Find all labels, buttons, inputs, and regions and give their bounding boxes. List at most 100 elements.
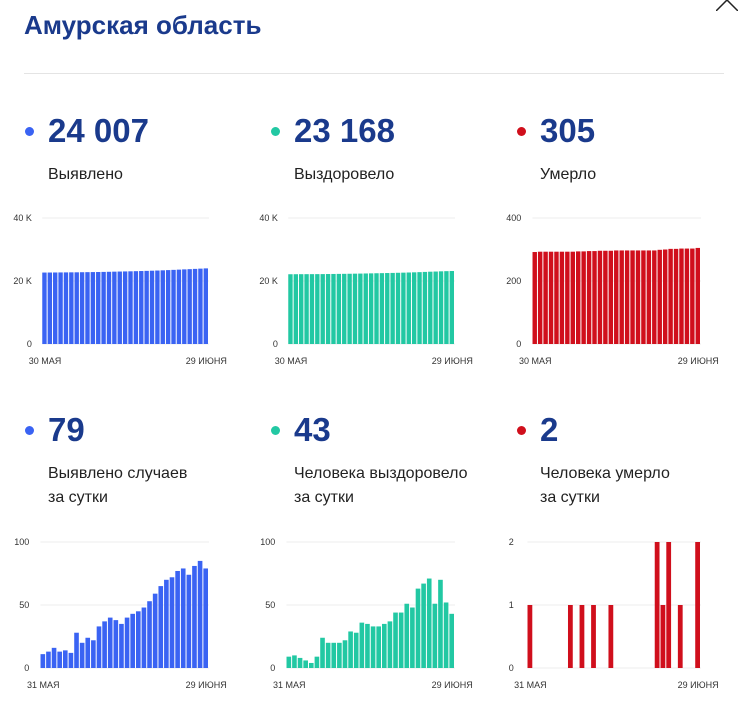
daily-cases-bar bbox=[135, 611, 141, 668]
total-cases-bars[interactable] bbox=[42, 268, 208, 344]
daily-deaths-chart[interactable]: 2 1 031 МАЯ 29 ИЮНЯ bbox=[502, 532, 732, 697]
stat-header: 24 007 bbox=[24, 111, 264, 151]
daily-cases-bar bbox=[57, 651, 62, 668]
daily-recovered-chart[interactable]: 100 50 0 31 МАЯ 29 ИЮНЯ bbox=[256, 532, 486, 697]
daily-recovered-bar bbox=[348, 631, 353, 668]
daily-recovered-bar bbox=[331, 642, 337, 668]
total-cases-bar bbox=[192, 268, 198, 344]
total-deaths-bars[interactable] bbox=[532, 247, 700, 344]
stat-value: 43 bbox=[294, 411, 331, 448]
total-recovered-bar bbox=[315, 274, 320, 344]
daily-deaths-bar bbox=[579, 605, 585, 668]
stat-header: 43 bbox=[270, 410, 510, 450]
stat-value: 79 bbox=[48, 411, 85, 448]
x-axis: 30 МАЯ 29 ИЮНЯ bbox=[275, 356, 473, 366]
total-cases-bar bbox=[182, 269, 187, 344]
stat-total-cases: 24 007 Выявлено 40 K 20 K 0 30 МАЯ 29 ИЮНЯ bbox=[13, 111, 264, 366]
total-cases-bar bbox=[187, 269, 192, 344]
deaths-dot-icon bbox=[516, 425, 526, 435]
total-recovered-bar bbox=[390, 272, 395, 344]
page-title: Амурская область bbox=[24, 10, 262, 40]
total-recovered-bar bbox=[428, 271, 433, 344]
deaths-dot-icon bbox=[516, 126, 526, 136]
x-tick-label: 31 МАЯ bbox=[273, 680, 306, 690]
total-cases-bar bbox=[128, 271, 133, 344]
daily-recovered-bar bbox=[320, 637, 325, 668]
stat-label-line: за сутки bbox=[294, 489, 354, 506]
stat-label: Выявлено bbox=[48, 163, 264, 187]
daily-deaths-bar bbox=[660, 605, 666, 668]
stat-header: 79 bbox=[24, 410, 264, 450]
daily-recovered-bar bbox=[410, 607, 415, 668]
daily-cases-bar bbox=[113, 620, 119, 668]
cases-dot-icon bbox=[24, 425, 34, 435]
total-cases-bar bbox=[79, 272, 85, 344]
daily-cases-bar bbox=[119, 623, 124, 668]
daily-recovered-bar bbox=[432, 603, 438, 668]
x-axis: 31 МАЯ 29 ИЮНЯ bbox=[514, 680, 719, 690]
daily-recovered-bar bbox=[297, 657, 303, 668]
total-cases-bar bbox=[122, 271, 128, 344]
y-tick-label: 400 bbox=[506, 213, 521, 223]
total-deaths-bar bbox=[679, 248, 684, 344]
stat-label-line: Выздоровело bbox=[294, 166, 395, 183]
daily-recovered-bar bbox=[337, 642, 342, 668]
total-deaths-bar bbox=[592, 251, 597, 344]
total-deaths-chart[interactable]: 400 200 0 30 МАЯ 29 ИЮНЯ bbox=[502, 208, 732, 373]
total-deaths-bar bbox=[597, 250, 603, 344]
daily-cases-bar bbox=[40, 654, 46, 668]
total-deaths-bar bbox=[624, 250, 630, 344]
y-tick-label: 100 bbox=[260, 537, 275, 547]
total-deaths-bar bbox=[673, 248, 679, 344]
daily-cases-bar bbox=[197, 560, 203, 668]
daily-cases-bar bbox=[79, 642, 85, 668]
daily-cases-bar bbox=[152, 593, 158, 668]
total-deaths-bar bbox=[614, 250, 619, 344]
total-recovered-bar bbox=[304, 274, 309, 344]
daily-deaths-bars[interactable] bbox=[527, 542, 700, 668]
total-deaths-bar bbox=[652, 250, 657, 344]
daily-cases-chart[interactable]: 100 50 0 31 МАЯ 29 ИЮНЯ bbox=[10, 532, 240, 697]
stat-label-line: Выявлено случаев bbox=[48, 465, 188, 482]
total-cases-bar bbox=[176, 269, 182, 344]
daily-cases-bars[interactable] bbox=[40, 560, 208, 668]
total-deaths-bar bbox=[690, 248, 695, 344]
x-tick-label: 29 ИЮНЯ bbox=[678, 356, 719, 366]
y-tick-label: 50 bbox=[19, 600, 29, 610]
daily-recovered-bar bbox=[376, 626, 381, 668]
x-tick-label: 31 МАЯ bbox=[27, 680, 60, 690]
y-tick-label: 40 K bbox=[259, 213, 278, 223]
total-deaths-bar bbox=[565, 251, 570, 344]
y-axis: 100 50 0 bbox=[260, 537, 275, 673]
total-cases-bar bbox=[198, 268, 203, 344]
daily-recovered-bar bbox=[443, 602, 449, 668]
stat-label: Выздоровело bbox=[294, 163, 510, 187]
x-tick-label: 30 МАЯ bbox=[275, 356, 308, 366]
y-tick-label: 0 bbox=[273, 339, 278, 349]
total-deaths-bar bbox=[586, 251, 592, 344]
total-cases-bar bbox=[171, 269, 176, 344]
stat-value: 2 bbox=[540, 411, 559, 448]
close-icon[interactable] bbox=[716, 0, 738, 11]
gridlines bbox=[527, 541, 701, 669]
daily-deaths-bar bbox=[677, 605, 683, 668]
total-deaths-bar bbox=[668, 248, 673, 344]
stat-label: Человека выздоровело за сутки bbox=[294, 462, 510, 510]
total-cases-bar bbox=[133, 271, 139, 344]
total-cases-chart[interactable]: 40 K 20 K 0 30 МАЯ 29 ИЮНЯ bbox=[10, 208, 240, 373]
daily-cases-bar bbox=[107, 617, 113, 668]
daily-deaths-bar bbox=[695, 542, 700, 668]
total-recovered-chart[interactable]: 40 K 20 K 0 30 МАЯ 29 ИЮНЯ bbox=[256, 208, 486, 373]
total-recovered-bar bbox=[331, 273, 336, 344]
stat-label: Человека умерло за сутки bbox=[540, 462, 738, 510]
y-tick-label: 0 bbox=[27, 339, 32, 349]
total-recovered-bar bbox=[293, 274, 299, 344]
total-recovered-bar bbox=[325, 274, 331, 344]
daily-recovered-bars[interactable] bbox=[286, 578, 454, 668]
total-recovered-bars[interactable] bbox=[288, 271, 454, 344]
daily-recovered-bar bbox=[449, 613, 454, 668]
cases-dot-icon bbox=[24, 126, 34, 136]
total-recovered-bar bbox=[299, 274, 304, 344]
y-tick-label: 50 bbox=[265, 600, 275, 610]
total-recovered-bar bbox=[406, 272, 411, 344]
